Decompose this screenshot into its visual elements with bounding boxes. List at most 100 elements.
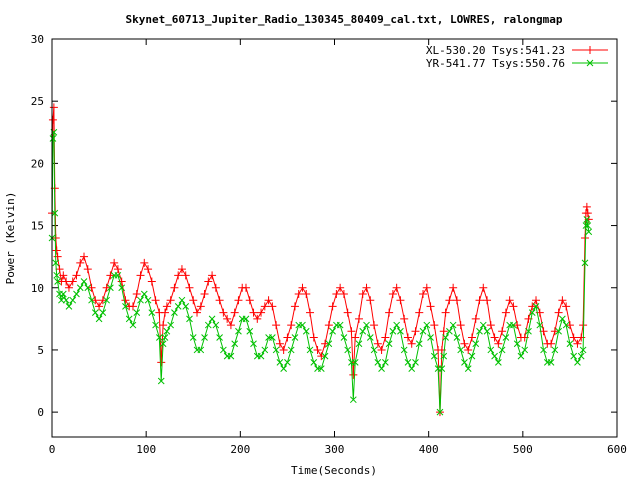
series-point-1 [510, 321, 517, 329]
series-point-1 [502, 334, 510, 341]
series-point-1 [276, 359, 284, 366]
series-0 [48, 103, 593, 417]
series-point-1 [325, 340, 333, 348]
series-point-0 [565, 321, 574, 330]
series-point-1 [171, 309, 178, 316]
y-axis-label: Power (Kelvin) [4, 192, 17, 285]
series-point-0 [264, 296, 273, 305]
chart-title: Skynet_60713_Jupiter_Radio_130345_80409_… [125, 13, 562, 26]
series-point-1 [340, 334, 348, 341]
series-point-0 [166, 296, 175, 305]
series-point-0 [321, 339, 330, 348]
series-point-0 [456, 321, 465, 330]
series-point-1 [95, 315, 103, 323]
series-point-1 [235, 327, 242, 335]
series-point-1 [349, 396, 357, 404]
series-point-1 [51, 209, 59, 217]
series-point-0 [76, 258, 85, 267]
series-point-1 [231, 340, 239, 348]
series-point-1 [155, 334, 163, 341]
series-point-0 [136, 271, 145, 280]
series-point-1 [494, 359, 502, 366]
series-point-1 [581, 259, 589, 267]
series-point-0 [464, 345, 473, 354]
series-point-1 [284, 359, 291, 366]
series-point-0 [128, 302, 137, 311]
series-point-1 [189, 334, 197, 341]
series-point-1 [69, 296, 77, 304]
series-point-1 [585, 228, 593, 236]
series-point-0 [140, 258, 149, 267]
series-point-0 [385, 308, 394, 317]
series-point-1 [461, 359, 468, 366]
series-point-1 [582, 222, 590, 229]
series-point-0 [498, 327, 507, 336]
series-point-0 [547, 339, 556, 348]
series-point-1 [129, 321, 137, 329]
series-point-0 [471, 314, 480, 323]
series-point-1 [547, 359, 555, 366]
series-point-0 [211, 283, 220, 292]
series-point-0 [449, 283, 458, 292]
series-point-1 [212, 321, 220, 329]
series-point-1 [216, 334, 223, 341]
series-point-0 [400, 314, 409, 323]
x-tick-label: 100 [136, 443, 156, 456]
x-axis-label: Time(Seconds) [291, 464, 377, 477]
series-point-1 [174, 303, 182, 310]
series-point-0 [415, 308, 424, 317]
series-point-1 [498, 346, 506, 354]
series-point-1 [408, 365, 416, 372]
series-point-1 [397, 327, 404, 335]
series-point-1 [182, 303, 190, 310]
series-point-0 [328, 302, 337, 311]
series-point-0 [388, 289, 397, 298]
series-point-1 [321, 352, 329, 360]
x-tick-label: 0 [49, 443, 56, 456]
series-point-1 [242, 315, 250, 323]
series-point-0 [161, 308, 169, 317]
series-point-0 [200, 289, 209, 298]
series-point-1 [125, 315, 133, 323]
series-point-0 [294, 289, 303, 298]
series-point-0 [196, 302, 205, 311]
series-point-1 [76, 284, 84, 292]
series-point-1 [161, 334, 169, 341]
series-point-0 [215, 296, 224, 305]
series-point-1 [442, 334, 449, 341]
series-point-1 [464, 365, 472, 372]
series-point-0 [558, 296, 567, 305]
series-point-1 [555, 327, 562, 335]
series-point-1 [261, 346, 269, 354]
series-point-0 [583, 209, 592, 218]
series-point-1 [551, 346, 559, 354]
series-point-0 [577, 333, 586, 342]
series-point-1 [272, 346, 280, 354]
series-point-1 [336, 321, 344, 329]
x-tick-label: 200 [230, 443, 250, 456]
series-point-1 [91, 309, 99, 316]
x-tick-label: 600 [607, 443, 627, 456]
series-point-0 [230, 308, 239, 317]
series-point-1 [52, 259, 60, 267]
series-point-0 [419, 289, 428, 298]
series-point-0 [392, 283, 401, 292]
series-point-0 [407, 339, 416, 348]
series-point-1 [157, 377, 165, 385]
series-point-1 [449, 321, 457, 329]
series-point-1 [476, 327, 483, 335]
series-point-0 [343, 308, 352, 317]
series-point-0 [185, 283, 194, 292]
series-point-1 [299, 321, 306, 329]
series-point-1 [107, 284, 114, 292]
series-point-0 [332, 289, 341, 298]
series-point-1 [306, 346, 314, 354]
series-point-1 [197, 346, 205, 354]
series-point-0 [245, 296, 254, 305]
series-point-1 [84, 284, 92, 292]
series-point-1 [393, 321, 401, 329]
series-point-1 [62, 296, 70, 304]
series-point-1 [440, 352, 448, 360]
